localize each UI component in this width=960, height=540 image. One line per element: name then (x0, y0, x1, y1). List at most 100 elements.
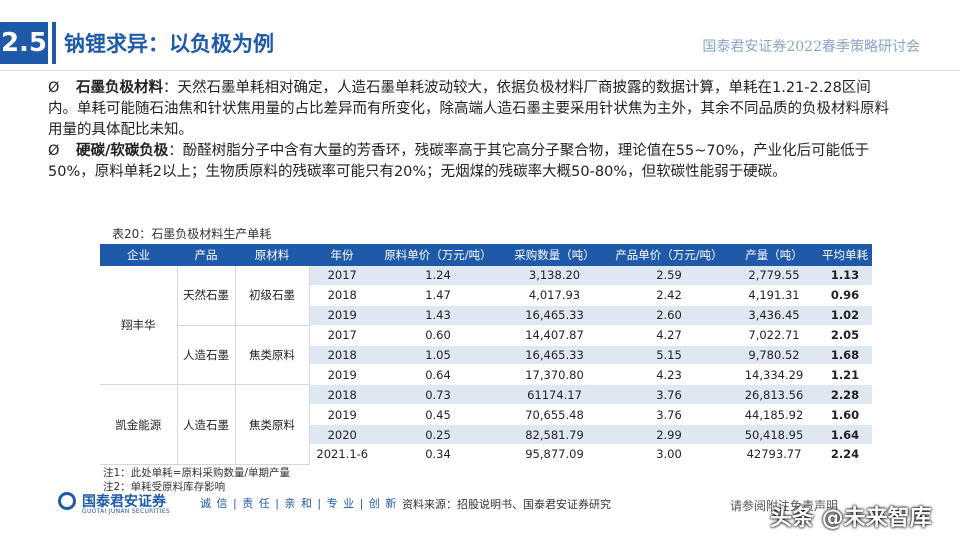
product-price-cell: 5.15 (608, 345, 730, 366)
company-logo-text: 国泰君安证券 (82, 494, 166, 510)
year-cell: 2017 (309, 266, 375, 286)
table-title: 表20：石墨负极材料生产单耗 (112, 227, 272, 241)
unit-price-cell: 0.25 (375, 424, 501, 446)
avg-consumption-cell: 1.21 (818, 364, 872, 386)
product-price-cell: 3.76 (608, 404, 730, 426)
purchase-qty-cell: 82,581.79 (501, 424, 608, 446)
output-cell: 14,334.29 (730, 364, 818, 386)
table-row: 2020 0.25 82,581.79 2.99 50,418.95 1.64 (100, 424, 872, 446)
year-cell: 2018 (309, 384, 375, 406)
note: 注1：此处单耗=原料采购数量/单期产量 (103, 467, 291, 479)
section-number: 2.5 (0, 22, 48, 64)
company-motto: 诚 信 | 责 任 | 亲 和 | 专 业 | 创 新 (200, 497, 398, 510)
output-cell: 42793.77 (730, 444, 818, 465)
conference-subtitle: 国泰君安证券2022春季策略研讨会 (702, 39, 920, 55)
avg-consumption-cell: 1.68 (818, 345, 872, 366)
data-source: 资料来源：招股说明书、国泰君安证券研究 (402, 498, 611, 511)
year-cell: 2018 (309, 345, 375, 366)
purchase-qty-cell: 3,138.20 (501, 266, 608, 286)
consumption-table: 企业 产品 原材料 年份 原料单价（万元/吨） 采购数量（吨） 产品单价（万元/… (100, 244, 872, 465)
purchase-qty-cell: 95,877.09 (501, 444, 608, 465)
avg-consumption-cell: 1.64 (818, 424, 872, 446)
purchase-qty-cell: 14,407.87 (501, 325, 608, 346)
avg-consumption-cell: 2.28 (818, 384, 872, 406)
table-row: 2019 0.64 17,370.80 4.23 14,334.29 1.21 (100, 364, 872, 386)
purchase-qty-cell: 70,655.48 (501, 404, 608, 426)
product-price-cell: 2.59 (608, 266, 730, 286)
col-header: 原料单价（万元/吨） (375, 244, 501, 266)
output-cell: 7,022.71 (730, 325, 818, 346)
table-row: 2019 1.43 16,465.33 2.60 3,436.45 1.02 (100, 305, 872, 326)
header-divider (0, 70, 960, 71)
output-cell: 4,191.31 (730, 285, 818, 306)
year-cell: 2018 (309, 285, 375, 306)
arrow-icon: Ø (48, 143, 60, 159)
year-cell: 2019 (309, 364, 375, 386)
bullet-list: Ø 石墨负极材料：天然石墨单耗相对确定，人造石墨单耗波动较大，依据负极材料厂商披露… (48, 78, 898, 183)
table-row: 2018 1.47 4,017.93 2.42 4,191.31 0.96 (100, 285, 872, 306)
col-header: 产量（吨） (730, 244, 818, 266)
col-header: 采购数量（吨） (501, 244, 608, 266)
table-row: 2019 0.45 70,655.48 3.76 44,185.92 1.60 (100, 404, 872, 426)
table-row: 翔丰华 天然石墨 初级石墨 2017 1.24 3,138.20 2.59 2,779.55 1… (100, 266, 872, 386)
avg-consumption-cell: 2.24 (818, 444, 872, 465)
col-header: 产品单价（万元/吨） (608, 244, 730, 266)
bullet-hard-carbon: Ø 硬碳/软碳负极：酚醛树脂分子中含有大量的芳香环，残碳率高于其它高分子聚合物，理… (48, 141, 898, 183)
year-cell: 2019 (309, 305, 375, 326)
output-cell: 3,436.45 (730, 305, 818, 326)
table-header-row: 企业 产品 原材料 年份 原料单价（万元/吨） 采购数量（吨） 产品单价（万元/… (100, 244, 872, 266)
unit-price-cell: 1.43 (375, 305, 501, 326)
table-row: 人造石墨 焦类原料 2017 0.60 14,407.87 4.27 7,022.71 2.0… (100, 325, 872, 386)
output-cell: 26,813.56 (730, 384, 818, 406)
unit-price-cell: 1.47 (375, 285, 501, 306)
company-cell: 凯金能源 (100, 384, 178, 465)
unit-price-cell: 0.73 (375, 384, 501, 406)
bullet-label: 硬碳/软碳负极 (76, 143, 169, 159)
title-accent-bar (52, 22, 56, 64)
product-price-cell: 3.76 (608, 384, 730, 406)
page-title: 钠锂求异：以负极为例 (64, 32, 274, 56)
purchase-qty-cell: 16,465.33 (501, 345, 608, 366)
material-cell: 焦类原料 (235, 325, 310, 386)
avg-consumption-cell: 1.60 (818, 404, 872, 426)
table-row: 凯金能源 人造石墨 焦类原料 2018 0.73 61174.17 3.76 26,813.5… (100, 384, 872, 465)
product-price-cell: 2.60 (608, 305, 730, 326)
product-price-cell: 2.42 (608, 285, 730, 306)
material-cell: 初级石墨 (235, 266, 310, 326)
product-price-cell: 4.27 (608, 325, 730, 346)
col-header: 企业 (100, 244, 177, 266)
unit-price-cell: 0.64 (375, 364, 501, 386)
material-cell: 焦类原料 (235, 384, 310, 465)
col-header: 平均单耗 (818, 244, 872, 266)
output-cell: 50,418.95 (730, 424, 818, 446)
avg-consumption-cell: 2.05 (818, 325, 872, 346)
col-header: 原材料 (235, 244, 309, 266)
product-cell: 人造石墨 (177, 384, 236, 465)
purchase-qty-cell: 17,370.80 (501, 364, 608, 386)
output-cell: 2,779.55 (730, 266, 818, 286)
bullet-graphite: Ø 石墨负极材料：天然石墨单耗相对确定，人造石墨单耗波动较大，依据负极材料厂商披露… (48, 78, 898, 141)
avg-consumption-cell: 1.02 (818, 305, 872, 326)
year-cell: 2019 (309, 404, 375, 426)
bullet-label: 石墨负极材料 (76, 80, 163, 96)
table-row: 2018 1.05 16,465.33 5.15 9,780.52 1.68 (100, 345, 872, 366)
year-cell: 2017 (309, 325, 375, 346)
product-price-cell: 2.99 (608, 424, 730, 446)
product-cell: 天然石墨 (177, 266, 236, 326)
bullet-text: ：酚醛树脂分子中含有大量的芳香环，残碳率高于其它高分子聚合物，理论值在55~70… (48, 143, 870, 180)
watermark: 头条 @未来智库 (770, 506, 932, 531)
table-notes: 注1：此处单耗=原料采购数量/单期产量 注2：单耗受原料库存影响 (103, 466, 290, 494)
year-cell: 2021.1-6 (309, 444, 375, 465)
product-price-cell: 3.00 (608, 444, 730, 465)
company-logo-icon (58, 492, 76, 510)
table-row: 2021.1-6 0.34 95,877.09 3.00 42793.77 2.24 (100, 444, 872, 465)
unit-price-cell: 0.60 (375, 325, 501, 346)
bullet-text: ：天然石墨单耗相对确定，人造石墨单耗波动较大，依据负极材料厂商披露的数据计算，单… (48, 80, 889, 138)
unit-price-cell: 1.05 (375, 345, 501, 366)
output-cell: 9,780.52 (730, 345, 818, 366)
avg-consumption-cell: 0.96 (818, 285, 872, 306)
purchase-qty-cell: 61174.17 (501, 384, 608, 406)
unit-price-cell: 0.34 (375, 444, 501, 465)
year-cell: 2020 (309, 424, 375, 446)
unit-price-cell: 0.45 (375, 404, 501, 426)
